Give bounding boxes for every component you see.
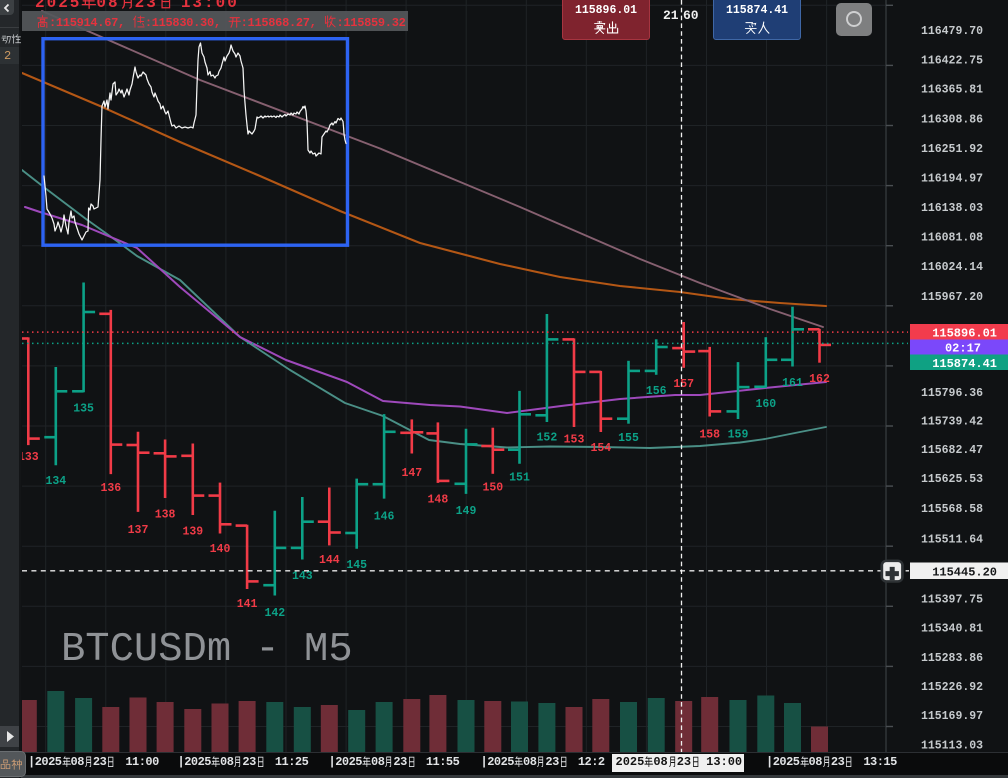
svg-text:144: 144 bbox=[319, 554, 340, 567]
svg-text:BTCUSDm - M5: BTCUSDm - M5 bbox=[61, 627, 353, 673]
svg-text:115896.01: 115896.01 bbox=[932, 326, 997, 340]
svg-text:115113.03: 115113.03 bbox=[921, 739, 983, 752]
svg-text:151: 151 bbox=[509, 472, 530, 485]
svg-text:115445.20: 115445.20 bbox=[932, 566, 997, 580]
svg-text:115340.81: 115340.81 bbox=[921, 623, 983, 636]
svg-text:160: 160 bbox=[755, 398, 776, 411]
svg-text:146: 146 bbox=[374, 510, 395, 523]
svg-text:159: 159 bbox=[728, 429, 749, 442]
svg-text:136: 136 bbox=[100, 482, 121, 495]
svg-text:147: 147 bbox=[401, 467, 422, 480]
svg-text:148: 148 bbox=[428, 494, 449, 507]
svg-text:116024.14: 116024.14 bbox=[921, 261, 983, 274]
svg-text:115568.58: 115568.58 bbox=[921, 503, 983, 516]
svg-text:115739.42: 115739.42 bbox=[921, 416, 983, 429]
svg-text:115511.64: 115511.64 bbox=[921, 534, 983, 547]
svg-text:116479.70: 116479.70 bbox=[921, 25, 983, 38]
svg-text:137: 137 bbox=[128, 524, 149, 537]
svg-text:115874.41: 115874.41 bbox=[932, 357, 997, 371]
svg-text:115625.53: 115625.53 bbox=[921, 473, 983, 486]
svg-text:156: 156 bbox=[646, 385, 667, 398]
svg-text:115967.20: 115967.20 bbox=[921, 291, 983, 304]
svg-text:140: 140 bbox=[210, 543, 231, 556]
svg-text:02:17: 02:17 bbox=[945, 342, 981, 356]
svg-text:161: 161 bbox=[782, 377, 803, 390]
svg-text:116194.97: 116194.97 bbox=[921, 173, 983, 186]
svg-text:116308.86: 116308.86 bbox=[921, 114, 983, 127]
svg-text:116081.08: 116081.08 bbox=[921, 232, 983, 245]
svg-text:115682.47: 115682.47 bbox=[921, 444, 983, 457]
svg-text:141: 141 bbox=[237, 598, 258, 611]
svg-text:153: 153 bbox=[564, 434, 585, 447]
svg-text:152: 152 bbox=[537, 431, 558, 444]
svg-text:150: 150 bbox=[482, 482, 503, 495]
svg-text:158: 158 bbox=[699, 429, 720, 442]
svg-text:145: 145 bbox=[346, 559, 367, 572]
svg-text:116365.81: 116365.81 bbox=[921, 84, 983, 97]
svg-text:155: 155 bbox=[618, 432, 639, 445]
svg-text:134: 134 bbox=[45, 475, 66, 488]
svg-text:157: 157 bbox=[673, 378, 694, 391]
svg-text:138: 138 bbox=[155, 509, 176, 522]
svg-text:115283.86: 115283.86 bbox=[921, 652, 983, 665]
svg-text:162: 162 bbox=[809, 373, 830, 386]
svg-text:116138.03: 116138.03 bbox=[921, 202, 983, 215]
svg-text:115226.92: 115226.92 bbox=[921, 681, 983, 694]
svg-text:142: 142 bbox=[264, 607, 285, 620]
svg-text:133: 133 bbox=[18, 451, 39, 464]
svg-text:135: 135 bbox=[73, 403, 94, 416]
svg-text:115397.75: 115397.75 bbox=[921, 594, 983, 607]
svg-text:115169.97: 115169.97 bbox=[921, 710, 983, 723]
svg-text:116251.92: 116251.92 bbox=[921, 143, 983, 156]
svg-text:139: 139 bbox=[182, 525, 203, 538]
svg-text:154: 154 bbox=[590, 442, 611, 455]
svg-text:116422.75: 116422.75 bbox=[921, 54, 983, 67]
svg-text:149: 149 bbox=[456, 505, 477, 518]
svg-text:143: 143 bbox=[292, 570, 313, 583]
svg-text:115796.36: 115796.36 bbox=[921, 387, 983, 400]
